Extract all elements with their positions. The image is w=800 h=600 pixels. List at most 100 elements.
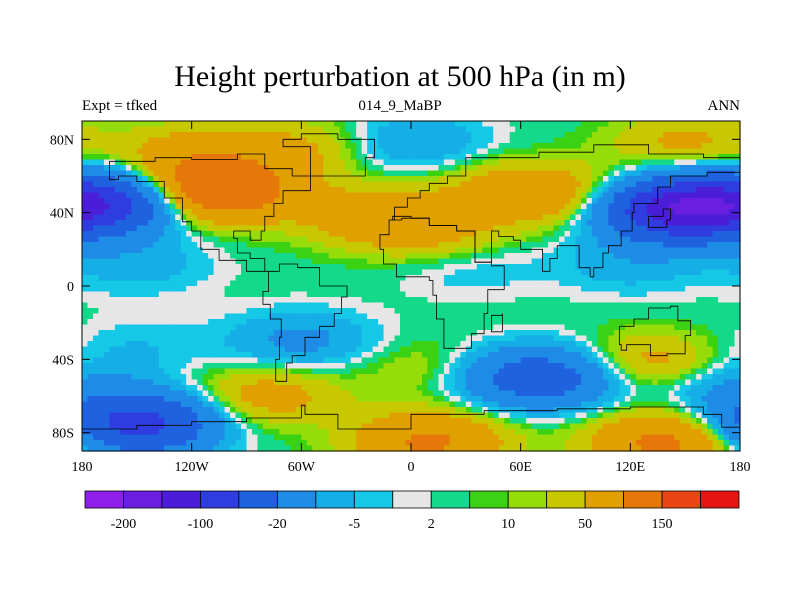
field-cell (471, 209, 478, 216)
field-cell (317, 137, 324, 144)
field-cell (257, 137, 264, 144)
field-cell (131, 258, 138, 265)
field-cell (361, 258, 368, 265)
field-cell (509, 121, 516, 128)
field-cell (646, 297, 653, 304)
field-cell (580, 154, 588, 161)
field-cell (526, 214, 533, 221)
field-cell (674, 297, 681, 304)
field-cell (290, 297, 297, 304)
field-cell (114, 308, 121, 315)
field-cell (142, 341, 149, 348)
field-cell (219, 143, 226, 150)
field-cell (729, 220, 736, 227)
field-cell (334, 203, 341, 210)
field-cell (734, 198, 741, 205)
field-cell (339, 308, 346, 315)
field-cell (273, 286, 280, 293)
field-cell (262, 214, 270, 221)
field-cell (169, 121, 176, 128)
field-cell (443, 143, 450, 150)
field-cell (109, 137, 116, 144)
field-cell (241, 154, 248, 161)
field-cell (103, 291, 111, 298)
field-cell (602, 291, 609, 298)
field-cell (487, 203, 494, 210)
field-cell (328, 231, 335, 238)
field-cell (553, 137, 560, 144)
field-cell (619, 181, 626, 188)
field-cell (356, 126, 363, 133)
field-cell (191, 319, 198, 326)
field-cell (696, 242, 703, 249)
field-cell (443, 324, 450, 331)
field-cell (685, 242, 692, 249)
field-cell (509, 181, 516, 188)
field-cell (657, 253, 664, 260)
field-cell (586, 264, 593, 271)
field-cell (120, 236, 127, 243)
field-cell (641, 121, 648, 128)
field-cell (306, 341, 313, 348)
field-cell (526, 341, 533, 348)
field-cell (169, 209, 176, 216)
field-cell (356, 203, 363, 210)
field-cell (580, 341, 588, 348)
field-cell (109, 126, 116, 133)
field-cell (465, 225, 472, 232)
field-cell (570, 137, 577, 144)
field-cell (87, 319, 94, 326)
field-cell (515, 148, 522, 155)
field-cell (213, 192, 220, 199)
field-cell (400, 198, 407, 205)
field-cell (372, 324, 379, 331)
field-cell (378, 214, 385, 221)
field-cell (602, 297, 609, 304)
field-cell (405, 242, 412, 249)
field-cell (526, 176, 533, 183)
field-cell (591, 335, 599, 342)
field-cell (246, 154, 253, 161)
field-cell (251, 286, 259, 293)
field-cell (317, 214, 324, 221)
field-cell (323, 264, 330, 271)
field-cell (591, 275, 599, 282)
field-cell (570, 231, 577, 238)
field-cell (515, 242, 522, 249)
field-cell (520, 258, 527, 265)
field-cell (350, 137, 357, 144)
field-cell (537, 121, 544, 128)
field-cell (487, 324, 494, 331)
field-cell (613, 187, 620, 194)
field-cell (114, 258, 121, 265)
field-cell (301, 291, 308, 298)
field-cell (367, 275, 374, 282)
field-cell (125, 192, 132, 199)
field-cell (268, 275, 275, 282)
field-cell (400, 121, 407, 128)
field-cell (400, 209, 407, 216)
field-cell (619, 170, 626, 177)
field-cell (317, 143, 324, 150)
field-cell (262, 176, 270, 183)
field-cell (98, 137, 105, 144)
field-cell (361, 126, 368, 133)
field-cell (334, 148, 341, 155)
field-cell (383, 308, 390, 315)
field-cell (613, 143, 620, 150)
field-cell (87, 253, 94, 260)
field-cell (328, 269, 335, 276)
field-cell (580, 187, 588, 194)
field-cell (103, 324, 111, 331)
field-cell (679, 159, 686, 166)
field-cell (498, 330, 505, 337)
field-cell (389, 308, 396, 315)
field-cell (487, 187, 494, 194)
field-cell (509, 214, 516, 221)
field-cell (443, 242, 450, 249)
field-cell (273, 280, 280, 287)
field-cell (580, 258, 588, 265)
field-cell (230, 231, 237, 238)
field-cell (98, 214, 105, 221)
field-cell (164, 330, 171, 337)
